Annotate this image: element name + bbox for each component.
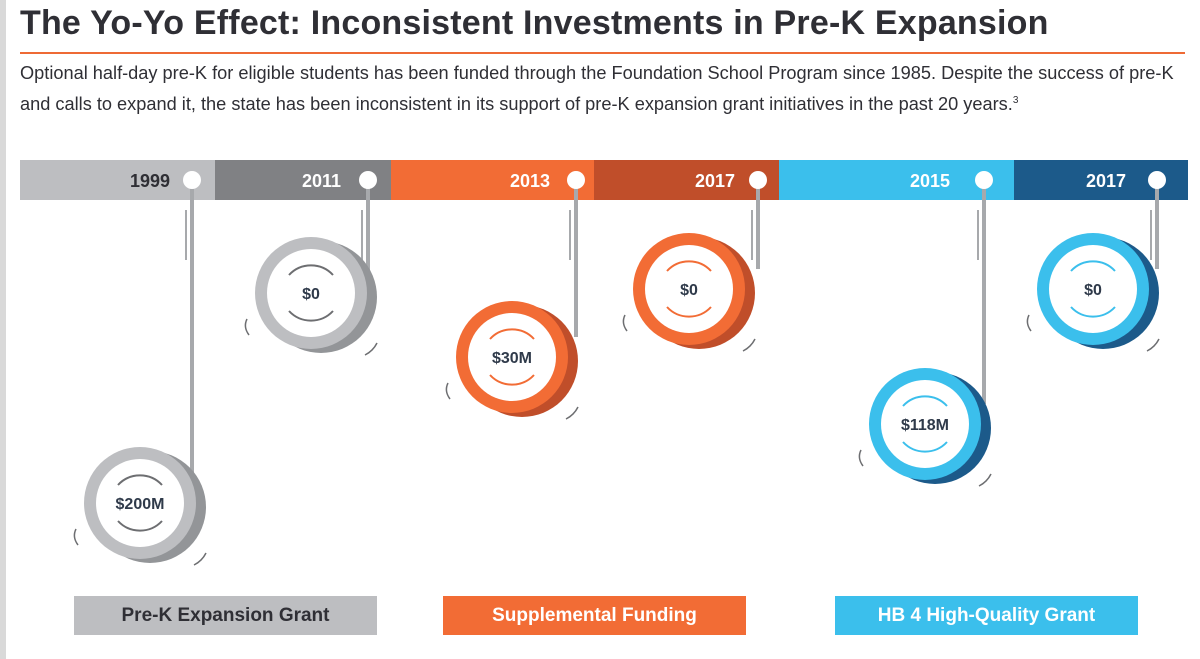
yoyo-value-label: $118M xyxy=(901,417,949,434)
timeline-dot xyxy=(567,171,585,189)
title-divider xyxy=(20,52,1185,54)
yoyo-value-label: $0 xyxy=(1084,282,1102,299)
motion-mark xyxy=(445,382,451,400)
motion-mark xyxy=(978,473,992,487)
legend-supplemental-funding: Supplemental Funding xyxy=(443,596,746,635)
timeline-segment xyxy=(779,160,1014,200)
yoyo-arc xyxy=(288,310,334,322)
legend-label: HB 4 High-Quality Grant xyxy=(877,604,1096,626)
timeline-year-label: 2017 xyxy=(1086,171,1126,191)
yoyo-inner xyxy=(1049,245,1137,333)
timeline-dot xyxy=(183,171,201,189)
yoyo-arc xyxy=(902,395,948,407)
motion-mark xyxy=(244,318,250,336)
motion-mark xyxy=(742,338,756,352)
yoyo-arc xyxy=(666,306,712,318)
motion-mark xyxy=(1026,314,1032,332)
yoyo-arc xyxy=(288,264,334,276)
timeline-year-label: 1999 xyxy=(130,171,170,191)
yoyo-arc xyxy=(666,260,712,272)
yoyo-arc xyxy=(489,374,535,386)
motion-mark xyxy=(565,406,579,420)
yoyo-arc xyxy=(117,474,163,486)
yoyo-value-label: $0 xyxy=(302,286,320,303)
motion-mark xyxy=(73,528,79,546)
yoyo-value-label: $200M xyxy=(116,496,165,513)
timeline-segment xyxy=(594,160,779,200)
timeline-segment xyxy=(20,160,215,200)
legend-label: Pre-K Expansion Grant xyxy=(121,604,330,626)
timeline-year-label: 2011 xyxy=(302,171,341,191)
yoyo-arc xyxy=(1070,306,1116,318)
yoyo-inner xyxy=(267,249,355,337)
motion-mark xyxy=(364,342,378,356)
yoyo-inner xyxy=(96,459,184,547)
yoyo-arc xyxy=(489,328,535,340)
yoyo-inner xyxy=(645,245,733,333)
yoyo-inner xyxy=(468,313,556,401)
legend-pre-k-expansion-grant: Pre-K Expansion Grant xyxy=(74,596,377,635)
timeline-dot xyxy=(359,171,377,189)
timeline-year-label: 2015 xyxy=(910,171,950,191)
motion-mark xyxy=(1146,338,1160,352)
left-edge-strip xyxy=(0,0,6,659)
legend-hb4-high-quality-grant: HB 4 High-Quality Grant xyxy=(835,596,1138,635)
yoyo-value-label: $30M xyxy=(492,350,532,367)
motion-mark xyxy=(622,314,628,332)
yoyo-arc xyxy=(117,520,163,532)
timeline-year-label: 2017 xyxy=(695,171,735,191)
yoyo-inner xyxy=(881,380,969,468)
timeline-dot xyxy=(749,171,767,189)
motion-mark xyxy=(858,449,864,467)
yoyo-arc xyxy=(902,441,948,453)
timeline-dot xyxy=(1148,171,1166,189)
legend-label: Supplemental Funding xyxy=(492,604,697,626)
timeline-dot xyxy=(975,171,993,189)
intro-text: Optional half-day pre-K for eligible stu… xyxy=(20,63,1174,115)
motion-mark xyxy=(193,552,207,566)
footnote-marker: 3 xyxy=(1012,95,1019,106)
yoyo-arc xyxy=(1070,260,1116,272)
yoyo-value-label: $0 xyxy=(680,282,698,299)
page-title: The Yo-Yo Effect: Inconsistent Investmen… xyxy=(20,4,1049,42)
timeline-segment xyxy=(391,160,594,200)
intro-paragraph: Optional half-day pre-K for eligible stu… xyxy=(20,60,1180,118)
timeline-year-label: 2013 xyxy=(510,171,550,191)
